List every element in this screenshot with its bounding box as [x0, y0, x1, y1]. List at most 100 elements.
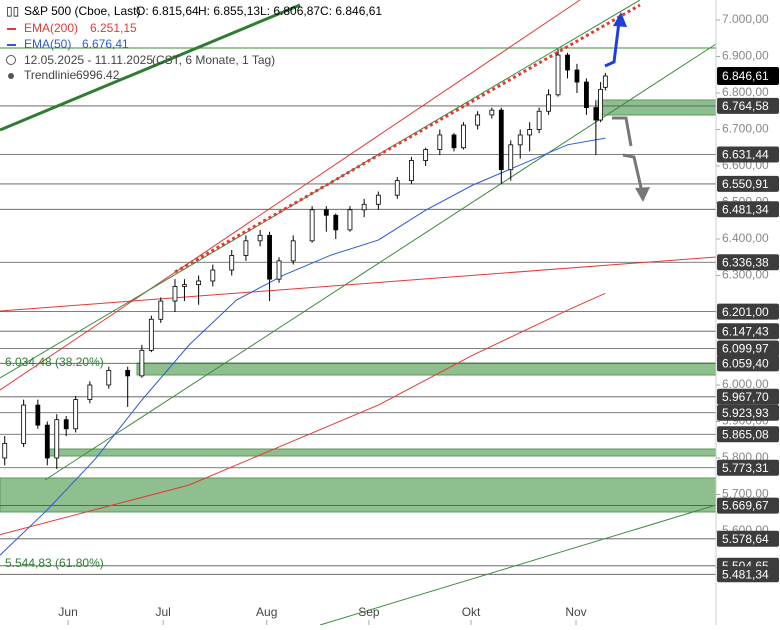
- candle: [375, 191, 381, 210]
- candle-body: [267, 234, 272, 280]
- y-tick-label: 6.800,00: [722, 85, 769, 99]
- zones: [0, 99, 717, 513]
- candle: [574, 63, 580, 93]
- candle-body: [196, 280, 202, 286]
- candle-body: [21, 404, 27, 444]
- levels: [0, 105, 716, 575]
- level-box: [717, 254, 779, 271]
- drawings: [0, 0, 717, 626]
- candle-body: [593, 107, 599, 121]
- candle-body: [584, 81, 589, 108]
- candle: [409, 156, 414, 185]
- level-label: 5.923,93: [722, 406, 769, 420]
- legend-label: Trendlinie: [24, 68, 77, 82]
- trend-line: [0, 3, 301, 132]
- candle-body: [172, 286, 178, 302]
- level-box: [717, 323, 779, 340]
- legend-value: 6.251,15: [90, 21, 137, 35]
- forecast-arrow: [612, 116, 633, 147]
- candle: [21, 399, 27, 448]
- y-tick-label: 6.400,00: [722, 231, 769, 245]
- level-box: [717, 530, 779, 547]
- forecast-arrow: [622, 153, 644, 193]
- candle: [229, 249, 235, 276]
- level-box: [717, 146, 779, 163]
- candle: [182, 279, 187, 302]
- candle: [347, 206, 353, 232]
- trendline-dotted: [174, 3, 641, 274]
- candle: [517, 129, 523, 159]
- candle: [584, 78, 589, 115]
- candle-body: [546, 94, 551, 112]
- level-label: 6.147,43: [722, 324, 769, 338]
- candle-body: [409, 160, 414, 181]
- candle-body: [461, 124, 466, 149]
- y-tick-label: 6.300,00: [722, 268, 769, 282]
- candle: [196, 275, 202, 305]
- candle-body: [498, 109, 504, 171]
- candle-body: [489, 109, 495, 116]
- level-label: 6.099,97: [722, 342, 769, 356]
- candle: [437, 129, 443, 156]
- zone: [0, 477, 717, 513]
- zone: [597, 99, 717, 116]
- candle: [423, 147, 429, 166]
- candle-body: [87, 384, 93, 401]
- candle: [172, 279, 178, 312]
- candle: [87, 381, 93, 404]
- arrow-head: [613, 12, 627, 27]
- level-box: [717, 388, 779, 405]
- candle-body: [536, 110, 542, 130]
- level-label: 5.773,31: [722, 461, 769, 475]
- candle: [54, 414, 60, 469]
- candle-body: [361, 203, 367, 211]
- x-tick-label: Jul: [155, 605, 170, 619]
- arrows: [604, 12, 650, 202]
- candle: [555, 49, 561, 97]
- candle-body: [475, 114, 481, 126]
- candle: [461, 122, 466, 150]
- candle-body: [73, 399, 79, 430]
- candle: [536, 107, 542, 134]
- y-tick-label: 5.700,00: [722, 487, 769, 501]
- legend-value: 6996.42: [76, 68, 120, 82]
- candle: [2, 436, 8, 466]
- candle-body: [574, 69, 580, 83]
- candle-body: [347, 209, 353, 231]
- candle: [498, 107, 504, 185]
- candle: [475, 111, 481, 130]
- candle-body: [508, 144, 514, 171]
- plot: [0, 49, 608, 556]
- candle: [602, 72, 608, 91]
- candle-body: [276, 260, 282, 280]
- ohlc-low: L: 6.806,87: [260, 4, 320, 18]
- level-label: 5.578,64: [722, 532, 769, 546]
- forecast-arrow: [604, 21, 621, 68]
- candle-body: [423, 149, 429, 161]
- candle-body: [598, 88, 604, 121]
- candle: [508, 140, 514, 181]
- candle-body: [323, 209, 329, 216]
- channel-line: [0, 0, 641, 379]
- candle-body: [158, 300, 164, 320]
- candle: [139, 344, 145, 378]
- candle-body: [243, 240, 249, 256]
- ohlc-open: O: 6.815,64: [136, 4, 199, 18]
- candle: [243, 235, 249, 261]
- trendline-icon: [8, 73, 14, 79]
- y-tick-label: 6.000,00: [722, 377, 769, 391]
- candle: [257, 229, 263, 247]
- level-box: [717, 426, 779, 443]
- channel-line: [44, 43, 717, 481]
- candle: [276, 257, 282, 283]
- candle: [598, 82, 604, 123]
- trend-line: [0, 0, 581, 391]
- candle: [158, 297, 164, 323]
- level-label: 5.481,34: [722, 567, 769, 581]
- candle: [267, 231, 272, 302]
- candle-body: [148, 318, 154, 351]
- level-label: 5.967,70: [722, 390, 769, 404]
- candle-body: [125, 370, 131, 377]
- candle-body: [527, 129, 533, 136]
